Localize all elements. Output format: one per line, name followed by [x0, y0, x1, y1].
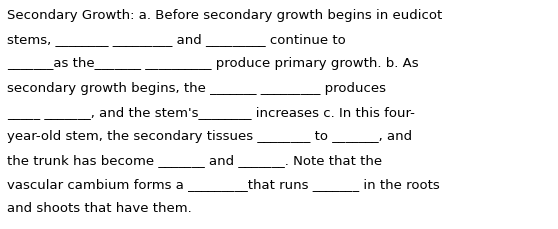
Text: _____ _______, and the stem's________ increases c. In this four-: _____ _______, and the stem's________ in…	[7, 105, 415, 118]
Text: vascular cambium forms a _________that runs _______ in the roots: vascular cambium forms a _________that r…	[7, 177, 440, 191]
Text: _______as the_______ __________ produce primary growth. b. As: _______as the_______ __________ produce …	[7, 57, 419, 70]
Text: stems, ________ _________ and _________ continue to: stems, ________ _________ and _________ …	[7, 33, 346, 46]
Text: Secondary Growth: a. Before secondary growth begins in eudicot: Secondary Growth: a. Before secondary gr…	[7, 9, 442, 22]
Text: the trunk has become _______ and _______. Note that the: the trunk has become _______ and _______…	[7, 153, 382, 166]
Text: and shoots that have them.: and shoots that have them.	[7, 202, 192, 215]
Text: year-old stem, the secondary tissues ________ to _______, and: year-old stem, the secondary tissues ___…	[7, 129, 412, 142]
Text: secondary growth begins, the _______ _________ produces: secondary growth begins, the _______ ___…	[7, 81, 386, 94]
